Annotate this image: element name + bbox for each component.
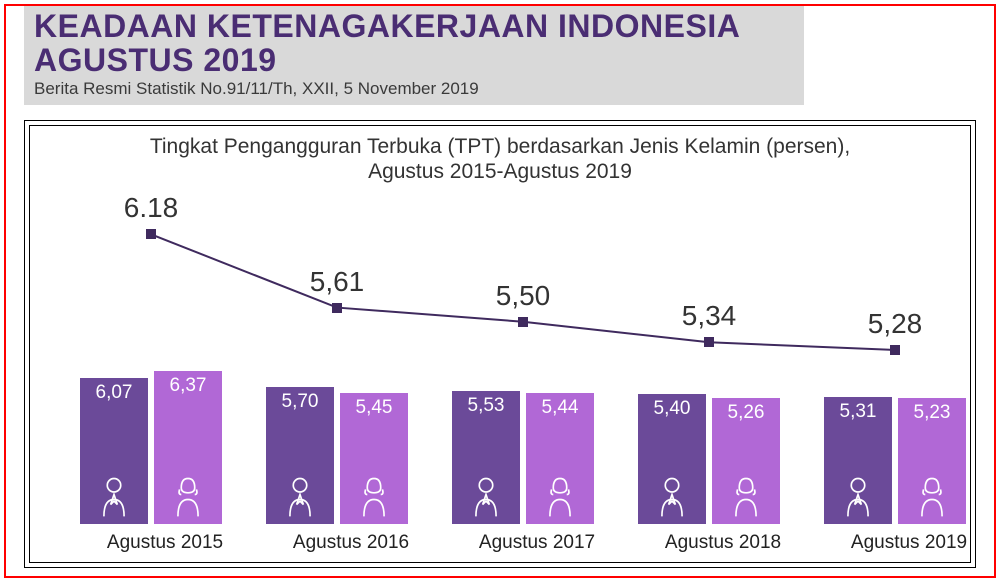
page-subtitle: Berita Resmi Statistik No.91/11/Th, XXII… [34, 79, 794, 99]
chart-frame: Tingkat Pengangguran Terbuka (TPT) berda… [24, 120, 976, 568]
chart-title-line-2: Agustus 2015-Agustus 2019 [368, 160, 632, 183]
bar-male-label: 5,53 [452, 395, 520, 417]
bar-female-label: 6,37 [154, 375, 222, 397]
bar-male-label: 5,31 [824, 401, 892, 423]
bar-female-label: 5,44 [526, 397, 594, 419]
chart-title: Tingkat Pengangguran Terbuka (TPT) berda… [30, 134, 970, 184]
chart-title-line-1: Tingkat Pengangguran Terbuka (TPT) berda… [150, 135, 850, 158]
bar-female-label: 5,45 [340, 397, 408, 419]
bar-female-label: 5,26 [712, 402, 780, 424]
header-block: KEADAAN KETENAGAKERJAAN INDONESIA AGUSTU… [24, 6, 804, 105]
male-icon [97, 476, 131, 518]
x-axis-label: Agustus 2017 [452, 532, 622, 554]
line-value-label: 5,28 [868, 308, 923, 340]
bar-male: 6,07 [80, 378, 148, 524]
title-line-2: AGUSTUS 2019 [34, 42, 277, 78]
line-value-label: 5,50 [496, 280, 551, 312]
male-icon [655, 476, 689, 518]
female-icon [357, 476, 391, 518]
bar-female-label: 5,23 [898, 402, 966, 424]
bar-female: 5,44 [526, 393, 594, 524]
bar-male-label: 6,07 [80, 382, 148, 404]
line-marker [146, 229, 156, 239]
female-icon [171, 476, 205, 518]
line-marker [332, 303, 342, 313]
page-title: KEADAAN KETENAGAKERJAAN INDONESIA AGUSTU… [34, 10, 794, 77]
male-icon [841, 476, 875, 518]
line-marker [704, 337, 714, 347]
bar-male: 5,70 [266, 387, 334, 524]
title-line-1: KEADAAN KETENAGAKERJAAN INDONESIA [34, 8, 740, 44]
line-value-label: 5,34 [682, 300, 737, 332]
line-marker [518, 317, 528, 327]
bar-female: 5,45 [340, 393, 408, 524]
x-axis-label: Agustus 2019 [824, 532, 994, 554]
bar-male: 5,40 [638, 394, 706, 524]
bar-female: 5,26 [712, 398, 780, 524]
bar-male-label: 5,40 [638, 398, 706, 420]
bar-male-label: 5,70 [266, 391, 334, 413]
x-axis-label: Agustus 2015 [80, 532, 250, 554]
bar-male: 5,31 [824, 397, 892, 524]
bar-male: 5,53 [452, 391, 520, 524]
chart-frame-inner: Tingkat Pengangguran Terbuka (TPT) berda… [29, 125, 971, 563]
x-axis-label: Agustus 2018 [638, 532, 808, 554]
chart-plot-area: 6,07 6,37 Agustus 20156.185,70 5,45 Agus… [40, 196, 960, 554]
line-value-label: 6.18 [124, 192, 179, 224]
male-icon [469, 476, 503, 518]
line-value-label: 5,61 [310, 266, 365, 298]
line-marker [890, 345, 900, 355]
x-axis-label: Agustus 2016 [266, 532, 436, 554]
female-icon [729, 476, 763, 518]
female-icon [543, 476, 577, 518]
female-icon [915, 476, 949, 518]
male-icon [283, 476, 317, 518]
bar-female: 5,23 [898, 398, 966, 524]
bar-female: 6,37 [154, 371, 222, 524]
